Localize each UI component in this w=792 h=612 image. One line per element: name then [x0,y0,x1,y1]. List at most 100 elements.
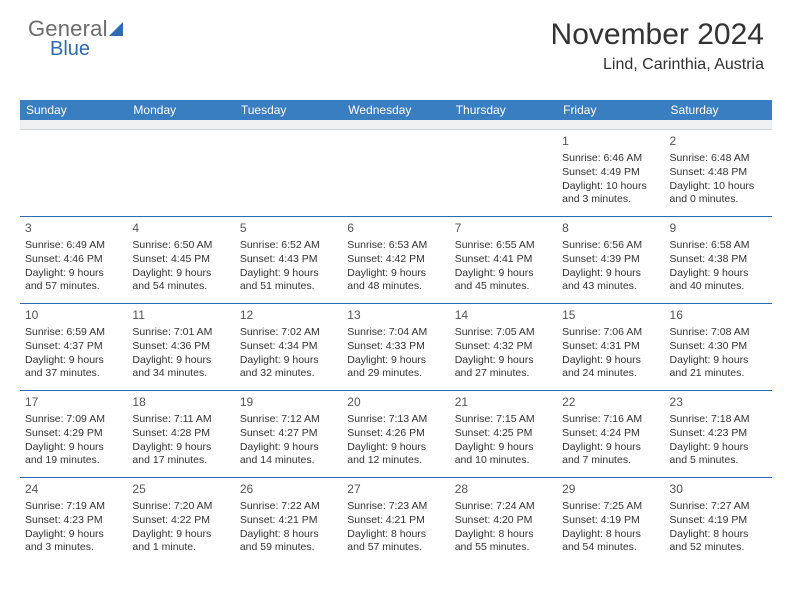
day-number: 3 [25,221,122,237]
daylight-text: Daylight: 9 hours and 17 minutes. [132,441,229,469]
sunset-text: Sunset: 4:30 PM [670,340,767,354]
calendar-cell: 3 Sunrise: 6:49 AMSunset: 4:46 PMDaylight… [20,217,127,303]
sunset-text: Sunset: 4:29 PM [25,427,122,441]
sunrise-text: Sunrise: 6:58 AM [670,239,767,253]
sunrise-text: Sunrise: 7:24 AM [455,500,552,514]
sunset-text: Sunset: 4:36 PM [132,340,229,354]
daylight-text: Daylight: 8 hours and 57 minutes. [347,528,444,556]
sunset-text: Sunset: 4:38 PM [670,253,767,267]
day-number: 6 [347,221,444,237]
daylight-text: Daylight: 9 hours and 51 minutes. [240,267,337,295]
day-number: 29 [562,482,659,498]
calendar-week-row: 3Sunrise: 6:49 AMSunset: 4:46 PMDaylight… [20,217,772,304]
calendar-cell: 23Sunrise: 7:18 AMSunset: 4:23 PMDayligh… [665,391,772,477]
daylight-text: Daylight: 9 hours and 12 minutes. [347,441,444,469]
sunset-text: Sunset: 4:42 PM [347,253,444,267]
calendar-cell: 29Sunrise: 7:25 AMSunset: 4:19 PMDayligh… [557,478,664,564]
day-header: Saturday [665,103,772,117]
calendar-cell: 10Sunrise: 6:59 AMSunset: 4:37 PMDayligh… [20,304,127,390]
daylight-text: Daylight: 9 hours and 32 minutes. [240,354,337,382]
calendar-cell: 1Sunrise: 6:46 AMSunset: 4:49 PMDaylight… [557,130,664,216]
calendar-cell: 27Sunrise: 7:23 AMSunset: 4:21 PMDayligh… [342,478,449,564]
day-header: Monday [127,103,234,117]
day-header: Friday [557,103,664,117]
daylight-text: Daylight: 8 hours and 54 minutes. [562,528,659,556]
sunrise-text: Sunrise: 6:56 AM [562,239,659,253]
day-number: 21 [455,395,552,411]
sunrise-text: Sunrise: 6:53 AM [347,239,444,253]
day-number: 4 [132,221,229,237]
daylight-text: Daylight: 9 hours and 57 minutes. [25,267,122,295]
day-number: 15 [562,308,659,324]
day-number: 20 [347,395,444,411]
day-header: Wednesday [342,103,449,117]
calendar-week-row: 24Sunrise: 7:19 AMSunset: 4:23 PMDayligh… [20,478,772,564]
calendar-cell [342,130,449,216]
sunset-text: Sunset: 4:32 PM [455,340,552,354]
sunrise-text: Sunrise: 7:25 AM [562,500,659,514]
sunset-text: Sunset: 4:37 PM [25,340,122,354]
day-number: 30 [670,482,767,498]
calendar-cell: 7Sunrise: 6:55 AMSunset: 4:41 PMDaylight… [450,217,557,303]
calendar-cell: 4Sunrise: 6:50 AMSunset: 4:45 PMDaylight… [127,217,234,303]
sunrise-text: Sunrise: 7:01 AM [132,326,229,340]
day-number: 19 [240,395,337,411]
calendar-cell: 14Sunrise: 7:05 AMSunset: 4:32 PMDayligh… [450,304,557,390]
header-separator [20,120,772,130]
day-number: 13 [347,308,444,324]
sunrise-text: Sunrise: 7:13 AM [347,413,444,427]
calendar-cell: 2Sunrise: 6:48 AMSunset: 4:48 PMDaylight… [665,130,772,216]
day-number: 2 [670,134,767,150]
calendar-cell: 17Sunrise: 7:09 AMSunset: 4:29 PMDayligh… [20,391,127,477]
day-number: 18 [132,395,229,411]
day-number: 24 [25,482,122,498]
sunrise-text: Sunrise: 6:48 AM [670,152,767,166]
sunrise-text: Sunrise: 7:11 AM [132,413,229,427]
calendar-cell: 5Sunrise: 6:52 AMSunset: 4:43 PMDaylight… [235,217,342,303]
day-number: 7 [455,221,552,237]
day-number: 9 [670,221,767,237]
calendar-cell: 25Sunrise: 7:20 AMSunset: 4:22 PMDayligh… [127,478,234,564]
sunrise-text: Sunrise: 7:16 AM [562,413,659,427]
daylight-text: Daylight: 8 hours and 59 minutes. [240,528,337,556]
sunrise-text: Sunrise: 7:08 AM [670,326,767,340]
sunrise-text: Sunrise: 7:19 AM [25,500,122,514]
daylight-text: Daylight: 9 hours and 45 minutes. [455,267,552,295]
calendar-cell: 9Sunrise: 6:58 AMSunset: 4:38 PMDaylight… [665,217,772,303]
calendar-cell: 16Sunrise: 7:08 AMSunset: 4:30 PMDayligh… [665,304,772,390]
daylight-text: Daylight: 8 hours and 52 minutes. [670,528,767,556]
daylight-text: Daylight: 9 hours and 1 minute. [132,528,229,556]
sunset-text: Sunset: 4:46 PM [25,253,122,267]
sunrise-text: Sunrise: 6:49 AM [25,239,122,253]
sunrise-text: Sunrise: 7:18 AM [670,413,767,427]
calendar-cell: 8Sunrise: 6:56 AMSunset: 4:39 PMDaylight… [557,217,664,303]
calendar-cell [127,130,234,216]
sunset-text: Sunset: 4:33 PM [347,340,444,354]
sunrise-text: Sunrise: 7:15 AM [455,413,552,427]
calendar-week-row: 1Sunrise: 6:46 AMSunset: 4:49 PMDaylight… [20,130,772,217]
logo-text-2: Blue [50,38,90,61]
calendar-cell: 15Sunrise: 7:06 AMSunset: 4:31 PMDayligh… [557,304,664,390]
day-number: 5 [240,221,337,237]
sunset-text: Sunset: 4:21 PM [240,514,337,528]
calendar-cell: 13Sunrise: 7:04 AMSunset: 4:33 PMDayligh… [342,304,449,390]
sunset-text: Sunset: 4:31 PM [562,340,659,354]
daylight-text: Daylight: 9 hours and 5 minutes. [670,441,767,469]
sunset-text: Sunset: 4:34 PM [240,340,337,354]
sunrise-text: Sunrise: 7:02 AM [240,326,337,340]
day-number: 23 [670,395,767,411]
daylight-text: Daylight: 9 hours and 24 minutes. [562,354,659,382]
day-number: 27 [347,482,444,498]
daylight-text: Daylight: 9 hours and 29 minutes. [347,354,444,382]
sunset-text: Sunset: 4:27 PM [240,427,337,441]
daylight-text: Daylight: 9 hours and 48 minutes. [347,267,444,295]
sunrise-text: Sunrise: 7:09 AM [25,413,122,427]
daylight-text: Daylight: 9 hours and 27 minutes. [455,354,552,382]
sunset-text: Sunset: 4:48 PM [670,166,767,180]
sunset-text: Sunset: 4:39 PM [562,253,659,267]
daylight-text: Daylight: 9 hours and 10 minutes. [455,441,552,469]
sunset-text: Sunset: 4:41 PM [455,253,552,267]
calendar-cell: 12Sunrise: 7:02 AMSunset: 4:34 PMDayligh… [235,304,342,390]
sunset-text: Sunset: 4:25 PM [455,427,552,441]
sunset-text: Sunset: 4:20 PM [455,514,552,528]
